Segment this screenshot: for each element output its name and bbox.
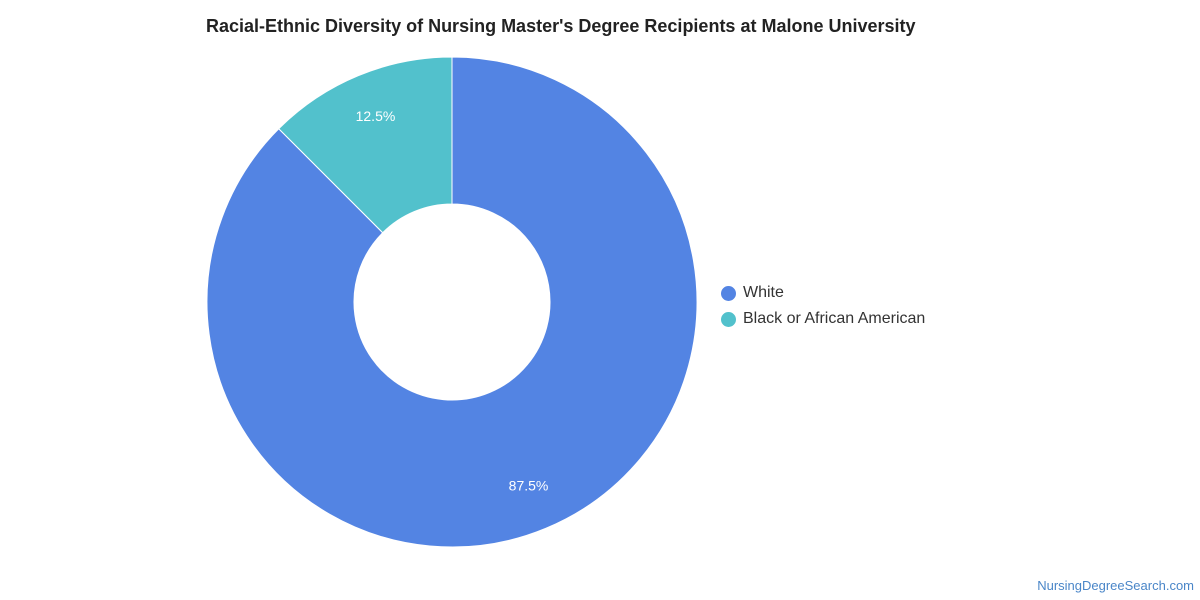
slice-white[interactable] [206, 56, 698, 548]
legend-item-white[interactable]: White [721, 280, 925, 306]
slice-black-or-african-american[interactable] [278, 56, 453, 234]
data-label-black-or-african-american: 12.5% [356, 108, 396, 124]
chart-title: Racial-Ethnic Diversity of Nursing Maste… [206, 16, 916, 36]
legend-swatch-black-or-african-american [721, 311, 736, 327]
legend-label-white: White [743, 284, 784, 301]
source-link[interactable]: NursingDegreeSearch.com [1037, 578, 1194, 593]
legend-swatch-white [721, 285, 736, 301]
data-label-white: 87.5% [509, 477, 549, 493]
legend-label-black-or-african-american: Black or African American [743, 310, 926, 327]
legend: White Black or African American [721, 280, 925, 332]
legend-item-black-or-african-american[interactable]: Black or African American [721, 306, 925, 332]
